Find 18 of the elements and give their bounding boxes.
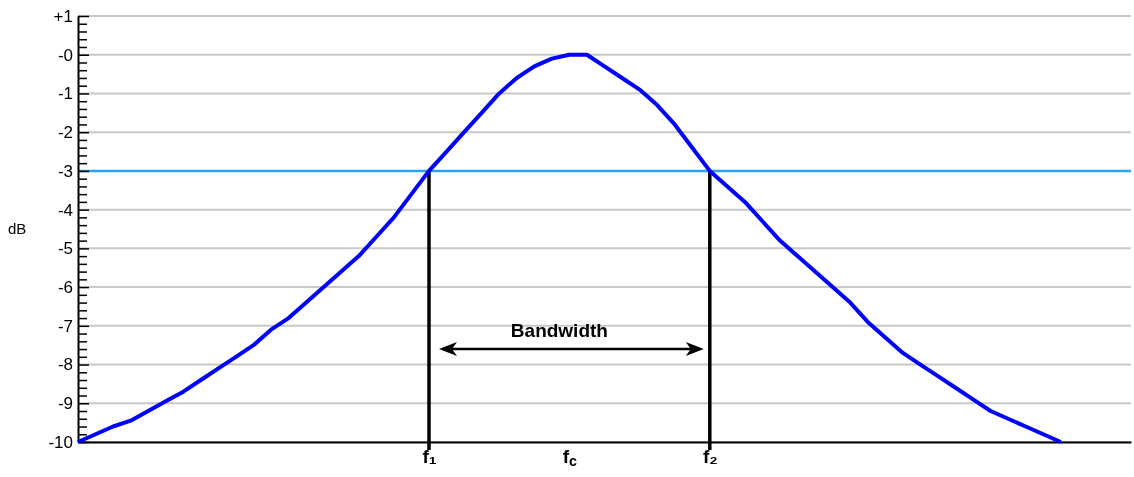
x-tick-label: f$_{c}$ xyxy=(562,446,578,469)
y-tick-label: -8 xyxy=(57,355,73,375)
y-tick-label: -2 xyxy=(57,123,73,143)
y-tick-label: -3 xyxy=(57,161,73,181)
x-tick-label: f₁ xyxy=(422,446,437,468)
y-tick-label: +1 xyxy=(53,6,73,26)
y-tick-label: -9 xyxy=(57,394,73,414)
line-series xyxy=(76,52,1063,444)
y-tick-label: -1 xyxy=(57,84,73,104)
y-tick-label: -10 xyxy=(48,432,73,452)
annotation: Bandwidth xyxy=(510,320,608,342)
x-tick-label: f₂ xyxy=(702,446,718,468)
y-tick-label: -6 xyxy=(57,278,73,298)
y-tick-label: -0 xyxy=(57,45,73,65)
y-tick-label: -7 xyxy=(57,316,73,336)
y-axis-title: dB xyxy=(8,220,27,238)
y-tick-label: -4 xyxy=(57,200,73,220)
y-tick-label: -5 xyxy=(57,239,73,259)
